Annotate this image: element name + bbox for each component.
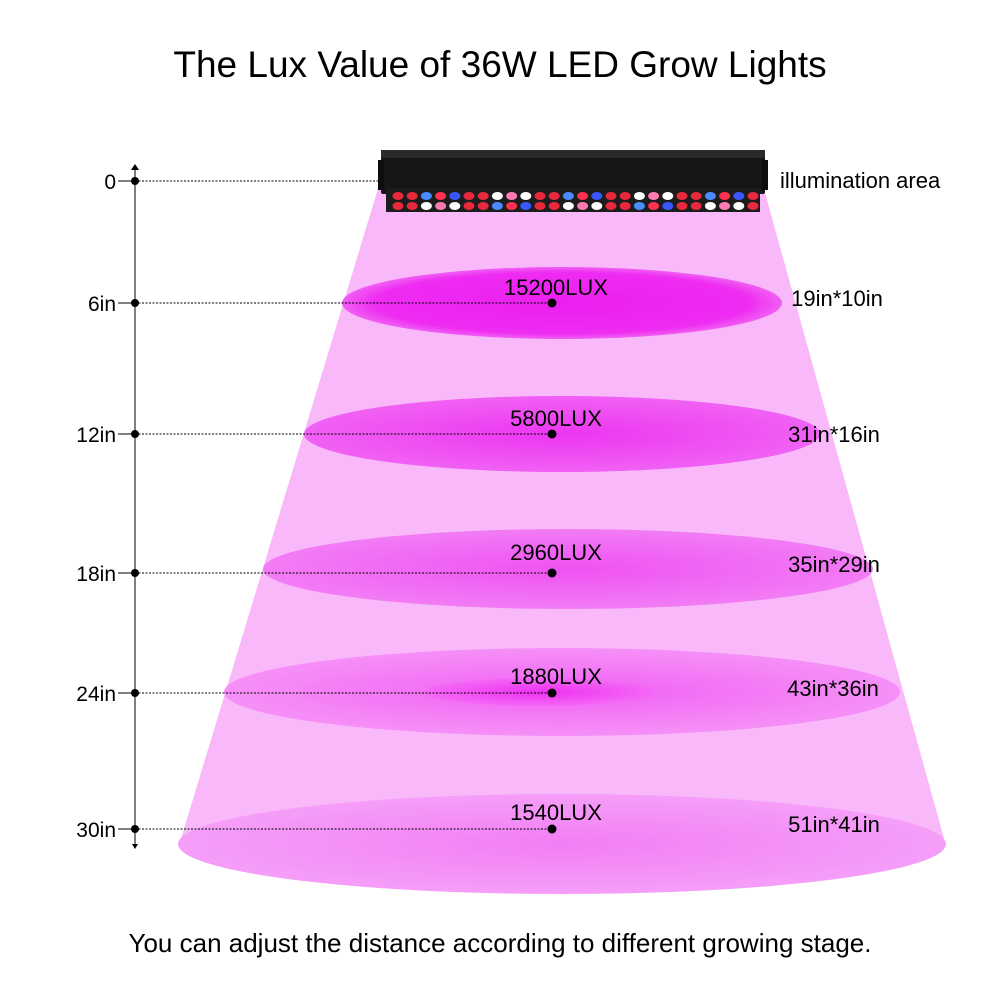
led-chip	[719, 202, 731, 210]
led-chip	[562, 192, 574, 200]
led-chip	[591, 202, 603, 210]
led-chip	[548, 202, 560, 210]
led-chip	[648, 202, 660, 210]
led-chip	[591, 192, 603, 200]
axis-dot	[131, 299, 139, 307]
led-chip	[435, 202, 447, 210]
distance-label: 24in	[76, 683, 116, 706]
distance-level-30in: 30in 1540LUX 51in*41in	[76, 800, 880, 842]
lux-value: 5800LUX	[510, 406, 602, 431]
led-chip	[662, 202, 674, 210]
distance-level-18in: 18in 2960LUX 35in*29in	[76, 540, 880, 586]
lux-value: 15200LUX	[504, 275, 608, 300]
illumination-area-value: 19in*10in	[791, 286, 883, 311]
led-chip	[449, 192, 461, 200]
distance-level-24in: 24in 1880LUX 43in*36in	[76, 664, 879, 706]
led-chip	[534, 192, 546, 200]
led-chip	[463, 192, 475, 200]
axis-dot	[131, 689, 139, 697]
distance-level-6in: 6in 15200LUX 19in*10in	[88, 275, 883, 316]
distance-label: 12in	[76, 424, 116, 447]
led-chip	[619, 202, 631, 210]
led-chip	[662, 192, 674, 200]
led-chip	[420, 192, 432, 200]
led-chip	[704, 192, 716, 200]
led-chip	[406, 192, 418, 200]
spot-ellipse-18in	[263, 529, 873, 609]
led-chip	[506, 192, 518, 200]
axis-dot	[131, 569, 139, 577]
led-chip	[491, 202, 503, 210]
led-chip	[463, 202, 475, 210]
illumination-area-value: 35in*29in	[788, 552, 880, 577]
led-chip	[477, 192, 489, 200]
led-chip	[392, 202, 404, 210]
illumination-area-value: 51in*41in	[788, 812, 880, 837]
distance-label: 0	[104, 171, 116, 194]
page-title: The Lux Value of 36W LED Grow Lights	[173, 44, 827, 85]
led-chip	[619, 192, 631, 200]
led-chip	[477, 202, 489, 210]
center-dot	[547, 298, 557, 308]
spot-ellipse-12in	[304, 396, 820, 472]
led-chip	[435, 192, 447, 200]
axis-dot	[131, 177, 139, 185]
led-chip	[491, 192, 503, 200]
area-column-header: illumination area	[780, 168, 941, 193]
spot-ellipse-30in	[178, 794, 946, 894]
distance-label: 18in	[76, 563, 116, 586]
led-chip	[747, 192, 759, 200]
led-chip	[449, 202, 461, 210]
led-chip	[392, 192, 404, 200]
axis-arrow-top	[131, 164, 139, 170]
led-chip	[520, 202, 532, 210]
illumination-area-value: 31in*16in	[788, 422, 880, 447]
led-chip	[548, 192, 560, 200]
distance-label: 6in	[88, 293, 116, 316]
led-chip	[690, 202, 702, 210]
center-dot	[547, 824, 557, 834]
led-chip	[562, 202, 574, 210]
distance-level-12in: 12in 5800LUX 31in*16in	[76, 406, 880, 447]
led-chip	[676, 202, 688, 210]
led-chip	[633, 192, 645, 200]
illumination-area-value: 43in*36in	[787, 676, 879, 701]
led-chip	[648, 192, 660, 200]
led-chip	[506, 202, 518, 210]
led-chip	[605, 202, 617, 210]
distance-label: 30in	[76, 819, 116, 842]
distance-level-0: 0	[104, 171, 380, 194]
led-chip	[747, 202, 759, 210]
led-chip	[704, 202, 716, 210]
led-grow-light-fixture	[378, 150, 768, 212]
axis-arrow-bottom	[132, 844, 138, 849]
spot-ellipse-24in	[224, 648, 900, 736]
spot-ellipse-6in	[342, 267, 782, 339]
led-chip	[605, 192, 617, 200]
footer-note: You can adjust the distance according to…	[128, 928, 872, 958]
led-chip	[719, 192, 731, 200]
led-chip	[577, 192, 589, 200]
led-chip	[676, 192, 688, 200]
axis-dot	[131, 825, 139, 833]
lux-value: 1540LUX	[510, 800, 602, 825]
led-chip	[733, 192, 745, 200]
center-dot	[547, 568, 557, 578]
led-chip	[633, 202, 645, 210]
lux-value: 1880LUX	[510, 664, 602, 689]
led-chip	[420, 202, 432, 210]
led-chip	[577, 202, 589, 210]
axis-dot	[131, 430, 139, 438]
led-chip	[733, 202, 745, 210]
lux-value: 2960LUX	[510, 540, 602, 565]
led-chip	[406, 202, 418, 210]
led-chip	[534, 202, 546, 210]
led-chip	[690, 192, 702, 200]
center-dot	[547, 688, 557, 698]
center-dot	[547, 429, 557, 439]
led-chip	[520, 192, 532, 200]
